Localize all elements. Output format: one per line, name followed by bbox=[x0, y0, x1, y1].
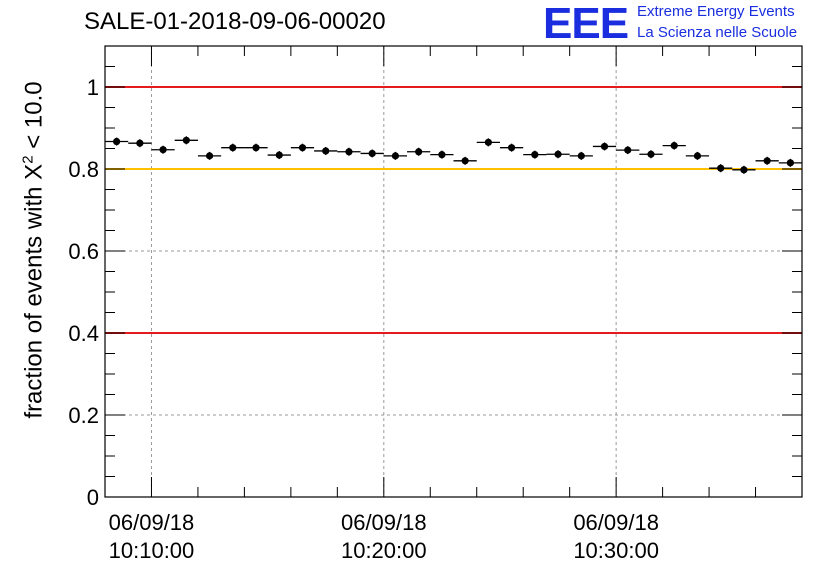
data-point bbox=[383, 151, 408, 160]
point-marker bbox=[298, 144, 307, 152]
point-marker bbox=[554, 150, 562, 158]
y-tick-label: 1 bbox=[87, 75, 99, 100]
data-point bbox=[151, 145, 175, 154]
point-marker bbox=[507, 144, 516, 152]
data-point bbox=[105, 137, 129, 146]
point-marker bbox=[438, 151, 446, 159]
point-marker bbox=[600, 142, 609, 151]
y-tick-label: 0.2 bbox=[68, 403, 99, 428]
data-point bbox=[616, 146, 640, 155]
data-point bbox=[360, 149, 384, 158]
y-axis-label: fraction of events with X2 < 10.0 bbox=[19, 81, 48, 419]
data-points bbox=[105, 136, 802, 174]
x-tick-time-label: 10:10:00 bbox=[109, 538, 195, 563]
point-marker bbox=[205, 152, 214, 160]
data-point bbox=[755, 156, 779, 165]
data-point bbox=[592, 142, 617, 151]
x-tick-date-label: 06/09/18 bbox=[109, 510, 195, 535]
data-point bbox=[685, 151, 710, 160]
point-marker bbox=[786, 159, 794, 167]
data-point bbox=[244, 143, 268, 152]
logo-line-1: Extreme Energy Events bbox=[637, 3, 795, 20]
eee-logo-mark: EEE bbox=[543, 0, 629, 48]
point-marker bbox=[415, 148, 423, 156]
x-tick-time-label: 10:20:00 bbox=[341, 538, 427, 563]
data-point bbox=[546, 150, 570, 159]
x-tick-labels: 06/09/18 10:10:00 06/09/18 10:20:00 06/09/18… bbox=[109, 510, 659, 563]
point-marker bbox=[693, 152, 702, 160]
axis-ticks bbox=[104, 45, 803, 498]
data-point bbox=[128, 139, 152, 148]
point-marker bbox=[531, 151, 539, 159]
x-tick-time-label: 10:30:00 bbox=[573, 538, 659, 563]
data-point bbox=[197, 151, 222, 160]
point-marker bbox=[159, 146, 167, 154]
data-point bbox=[662, 141, 686, 150]
data-point bbox=[778, 158, 802, 167]
data-point bbox=[732, 165, 756, 174]
point-marker bbox=[763, 157, 771, 165]
y-tick-label: 0.8 bbox=[68, 157, 99, 182]
point-marker bbox=[484, 138, 492, 146]
data-point bbox=[174, 136, 198, 145]
point-marker bbox=[670, 142, 678, 150]
data-point bbox=[290, 143, 315, 152]
point-marker bbox=[461, 157, 469, 165]
point-marker bbox=[322, 147, 330, 155]
point-marker bbox=[252, 144, 260, 152]
data-point bbox=[314, 146, 338, 155]
point-marker bbox=[136, 139, 144, 147]
y-tick-label: 0.4 bbox=[68, 321, 99, 346]
x-tick-date-label: 06/09/18 bbox=[573, 510, 659, 535]
point-marker bbox=[368, 149, 376, 158]
x-tick-date-label: 06/09/18 bbox=[341, 510, 427, 535]
point-marker bbox=[740, 166, 748, 174]
y-tick-label: 0 bbox=[87, 485, 99, 510]
data-point bbox=[639, 150, 663, 159]
data-point bbox=[267, 151, 291, 160]
data-point bbox=[569, 151, 593, 160]
point-marker bbox=[717, 164, 725, 172]
chart-title: SALE-01-2018-09-06-00020 bbox=[84, 8, 386, 35]
data-point bbox=[407, 147, 431, 156]
data-point bbox=[430, 150, 454, 159]
data-point bbox=[523, 150, 547, 159]
point-marker bbox=[113, 137, 121, 146]
point-marker bbox=[624, 146, 632, 154]
data-point bbox=[476, 138, 500, 147]
logo-line-2: La Scienza nelle Scuole bbox=[637, 24, 798, 41]
grid-lines bbox=[105, 46, 802, 497]
plot-area-border bbox=[104, 45, 803, 498]
data-point bbox=[709, 164, 733, 173]
data-point bbox=[337, 147, 361, 156]
data-point bbox=[453, 156, 477, 165]
y-tick-labels: 0 0.2 0.4 0.6 0.8 1 bbox=[68, 75, 99, 510]
point-marker bbox=[391, 152, 400, 160]
y-tick-label: 0.6 bbox=[68, 239, 99, 264]
data-point bbox=[499, 143, 524, 152]
point-marker bbox=[345, 148, 353, 156]
point-marker bbox=[229, 144, 237, 152]
point-marker bbox=[577, 152, 585, 160]
data-point bbox=[221, 143, 245, 152]
plot-frame bbox=[104, 45, 803, 498]
point-marker bbox=[275, 151, 283, 159]
reference-lines bbox=[105, 86, 802, 334]
point-marker bbox=[647, 150, 655, 158]
point-marker bbox=[182, 136, 190, 144]
